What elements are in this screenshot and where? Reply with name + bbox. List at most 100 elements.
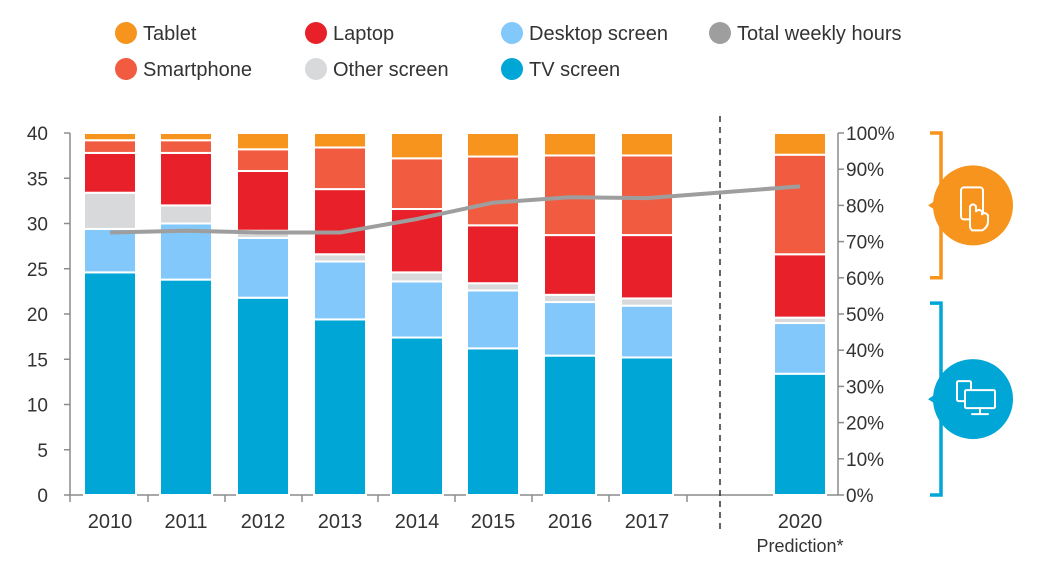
x-sublabel-prediction: Prediction* bbox=[756, 536, 843, 556]
bar-stack-2011 bbox=[159, 132, 213, 496]
bar-tablet-2016 bbox=[543, 132, 597, 157]
bracket-fixed-screens bbox=[928, 301, 1013, 497]
bar-smartphone-2010 bbox=[83, 139, 137, 154]
bar-tv-screen-2016 bbox=[543, 354, 597, 496]
bar-tv-screen-2011 bbox=[159, 278, 213, 496]
bar-laptop-2016 bbox=[543, 234, 597, 296]
right-tick-label: 60% bbox=[846, 269, 884, 290]
bar-tablet-2011 bbox=[159, 132, 213, 142]
legend-swatch-total-weekly-hours bbox=[709, 22, 731, 44]
bar-other-screen-2016 bbox=[543, 293, 597, 304]
bar-tv-screen-2017 bbox=[620, 356, 674, 496]
bar-desktop-screen-2014 bbox=[390, 280, 444, 339]
bar-smartphone-2012 bbox=[236, 148, 290, 173]
bar-other-screen-2010 bbox=[83, 191, 137, 230]
legend-swatch-tv-screen bbox=[501, 58, 523, 80]
line-total-weekly-hours bbox=[109, 184, 801, 235]
bar-desktop-screen-2020 bbox=[773, 322, 827, 375]
bar-stack-2014 bbox=[390, 132, 444, 496]
legend-label-tablet: Tablet bbox=[143, 23, 197, 45]
left-tick-label: 5 bbox=[37, 441, 48, 462]
bar-stack-2010 bbox=[83, 132, 137, 496]
bar-tv-screen-2013 bbox=[313, 318, 367, 496]
bar-stack-2016 bbox=[543, 132, 597, 496]
legend-swatch-smartphone bbox=[115, 58, 137, 80]
legend-label-desktop-screen: Desktop screen bbox=[529, 23, 668, 45]
legend-item-total-weekly-hours: Total weekly hours bbox=[709, 22, 902, 45]
bar-smartphone-2014 bbox=[390, 157, 444, 211]
bars bbox=[83, 132, 827, 497]
bar-other-screen-2014 bbox=[390, 271, 444, 283]
tablet-touch-icon bbox=[960, 186, 989, 232]
left-tick-label: 30 bbox=[27, 215, 48, 236]
bar-tablet-2015 bbox=[466, 132, 520, 158]
right-tick-label: 80% bbox=[846, 196, 884, 217]
bar-laptop-2015 bbox=[466, 224, 520, 285]
bar-stack-2017 bbox=[620, 132, 674, 496]
x-tick-label-2010: 2010 bbox=[88, 511, 133, 533]
bar-laptop-2010 bbox=[83, 151, 137, 194]
right-tick-label: 10% bbox=[846, 450, 884, 471]
bar-desktop-screen-2017 bbox=[620, 304, 674, 359]
bar-tablet-2010 bbox=[83, 132, 137, 142]
legend-label-laptop: Laptop bbox=[333, 23, 394, 45]
legend-item-laptop: Laptop bbox=[305, 22, 394, 45]
x-tick-label-2017: 2017 bbox=[625, 511, 670, 533]
bar-other-screen-2017 bbox=[620, 297, 674, 307]
bar-desktop-screen-2015 bbox=[466, 289, 520, 350]
bar-desktop-screen-2016 bbox=[543, 301, 597, 357]
brackets bbox=[928, 131, 1013, 497]
bar-laptop-2011 bbox=[159, 151, 213, 207]
bar-tablet-2017 bbox=[620, 132, 674, 157]
bar-other-screen-2015 bbox=[466, 282, 520, 292]
right-tick-label: 30% bbox=[846, 377, 884, 398]
desktop-screens-icon bbox=[956, 380, 996, 416]
bar-laptop-2020 bbox=[773, 253, 827, 319]
right-tick-label: 50% bbox=[846, 305, 884, 326]
bar-tablet-2013 bbox=[313, 132, 367, 149]
legend-label-tv-screen: TV screen bbox=[529, 59, 620, 81]
bar-tv-screen-2010 bbox=[83, 271, 137, 496]
right-tick-label: 40% bbox=[846, 341, 884, 362]
bar-smartphone-2013 bbox=[313, 146, 367, 191]
left-tick-label: 25 bbox=[27, 260, 48, 281]
bracket-mobile-devices bbox=[928, 131, 1013, 280]
bar-tv-screen-2015 bbox=[466, 347, 520, 497]
left-tick-label: 0 bbox=[37, 486, 48, 507]
legend-item-desktop-screen: Desktop screen bbox=[501, 22, 668, 45]
x-tick-label-2012: 2012 bbox=[241, 511, 286, 533]
bar-stack-2012 bbox=[236, 132, 290, 496]
bar-tv-screen-2012 bbox=[236, 296, 290, 496]
legend: Tablet Laptop Desktop screen Total weekly h… bbox=[115, 22, 902, 81]
bar-laptop-2012 bbox=[236, 170, 290, 232]
bar-laptop-2017 bbox=[620, 234, 674, 300]
bar-desktop-screen-2012 bbox=[236, 236, 290, 299]
x-tick-label-2020: 2020 bbox=[778, 511, 823, 533]
legend-swatch-tablet bbox=[115, 22, 137, 44]
bar-stack-2020 bbox=[773, 132, 827, 497]
legend-swatch-other-screen bbox=[305, 58, 327, 80]
x-tick-label-2011: 2011 bbox=[164, 511, 207, 533]
left-tick-label: 15 bbox=[27, 350, 48, 371]
bar-tablet-2020 bbox=[773, 132, 827, 156]
legend-label-total-weekly-hours: Total weekly hours bbox=[737, 23, 902, 45]
bar-stack-2013 bbox=[313, 132, 367, 496]
bar-smartphone-2020 bbox=[773, 153, 827, 256]
right-tick-label: 70% bbox=[846, 233, 884, 254]
bar-tv-screen-2020 bbox=[773, 372, 827, 497]
left-tick-label: 20 bbox=[27, 305, 48, 326]
legend-swatch-desktop-screen bbox=[501, 22, 523, 44]
left-tick-label: 40 bbox=[27, 124, 48, 145]
x-tick-label-2013: 2013 bbox=[318, 511, 363, 533]
right-tick-label: 90% bbox=[846, 160, 884, 181]
bar-stack-2015 bbox=[466, 132, 520, 497]
bar-smartphone-2015 bbox=[466, 155, 520, 227]
right-tick-label: 100% bbox=[846, 124, 895, 145]
bar-smartphone-2011 bbox=[159, 139, 213, 154]
legend-item-tv-screen: TV screen bbox=[501, 58, 620, 81]
bar-desktop-screen-2010 bbox=[83, 227, 137, 274]
legend-item-tablet: Tablet bbox=[115, 22, 197, 45]
bar-other-screen-2013 bbox=[313, 253, 367, 263]
bar-desktop-screen-2013 bbox=[313, 260, 367, 321]
